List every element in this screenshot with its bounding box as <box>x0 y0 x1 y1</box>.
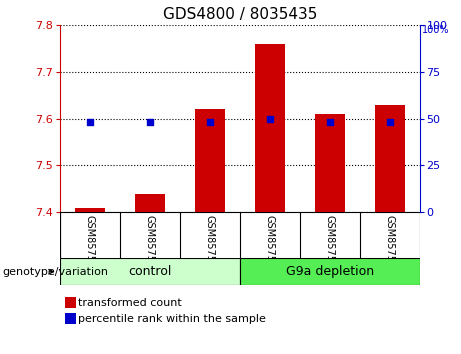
Bar <box>195 109 225 212</box>
Text: G9a depletion: G9a depletion <box>285 265 374 278</box>
Text: GSM857540: GSM857540 <box>384 215 395 274</box>
FancyBboxPatch shape <box>240 258 420 285</box>
Text: 100%: 100% <box>422 25 449 35</box>
Bar <box>374 104 404 212</box>
FancyBboxPatch shape <box>60 258 240 285</box>
Bar <box>314 114 344 212</box>
Bar <box>254 44 284 212</box>
Point <box>206 120 213 125</box>
Text: GSM857537: GSM857537 <box>205 215 215 274</box>
Point <box>326 120 333 125</box>
Text: GSM857538: GSM857538 <box>265 215 275 274</box>
Text: transformed count: transformed count <box>78 298 182 308</box>
Point <box>146 120 154 125</box>
Bar <box>75 208 105 212</box>
Text: control: control <box>128 265 171 278</box>
Text: percentile rank within the sample: percentile rank within the sample <box>78 314 266 324</box>
Point <box>86 120 94 125</box>
Text: GSM857535: GSM857535 <box>85 215 95 274</box>
Text: genotype/variation: genotype/variation <box>2 267 108 277</box>
Title: GDS4800 / 8035435: GDS4800 / 8035435 <box>163 7 317 22</box>
Point <box>266 116 273 121</box>
Text: GSM857536: GSM857536 <box>145 215 155 274</box>
Bar <box>135 194 165 212</box>
Text: GSM857539: GSM857539 <box>325 215 335 274</box>
Point <box>386 120 393 125</box>
